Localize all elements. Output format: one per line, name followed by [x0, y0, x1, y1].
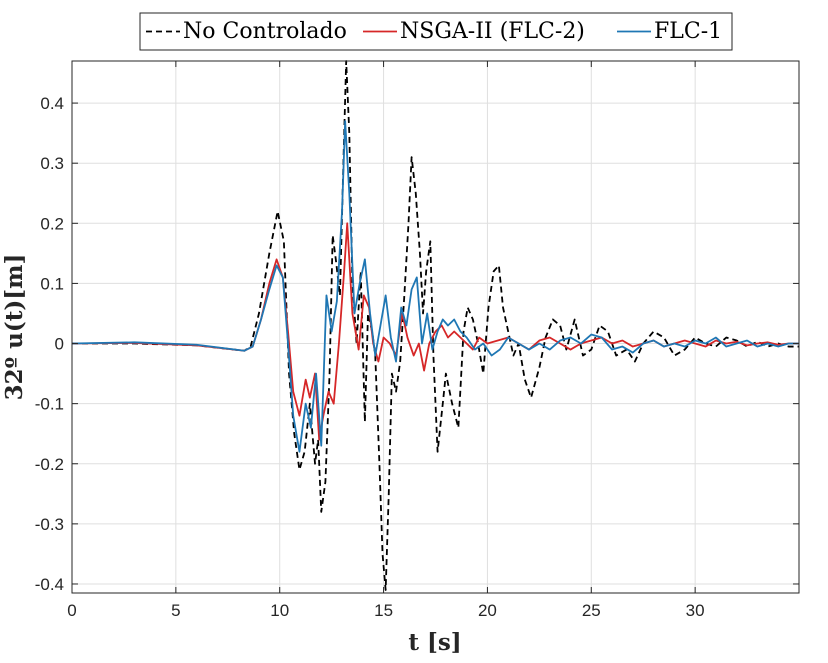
plot-frame	[71, 60, 800, 594]
series-line-flc-1	[71, 120, 799, 453]
x-axis-label: t [s]	[408, 629, 461, 656]
x-tick-label: 20	[478, 601, 497, 620]
x-tick-label: 25	[582, 601, 601, 620]
legend: No Controlado NSGA-II (FLC-2) FLC-1	[139, 12, 733, 51]
y-tick-label: 0.1	[40, 274, 64, 293]
legend-label-no-controlado: No Controlado	[183, 19, 347, 44]
series-line-no-controlado	[72, 60, 799, 591]
grid	[71, 61, 799, 593]
x-tick-label: 5	[171, 601, 180, 620]
y-tick-label: 0.4	[40, 94, 64, 113]
y-tick-label: -0.2	[35, 455, 64, 474]
y-tick-label: -0.4	[35, 575, 64, 594]
x-tick-label: 30	[686, 601, 705, 620]
legend-label-nsga-ii: NSGA-II (FLC-2)	[400, 19, 585, 44]
x-tick-label: 0	[67, 601, 76, 620]
y-tick-label: -0.1	[35, 395, 64, 414]
series-layer	[71, 60, 799, 591]
legend-label-flc-1: FLC-1	[654, 19, 722, 44]
y-tick-label: 0	[55, 335, 64, 354]
y-axis-label: 32º u(t)[m]	[1, 254, 28, 401]
x-tick-label: 10	[270, 601, 289, 620]
x-tick-label: 15	[374, 601, 393, 620]
y-tick-label: -0.3	[35, 515, 64, 534]
y-tick-label: 0.3	[40, 154, 64, 173]
y-tick-label: 0.2	[40, 214, 64, 233]
tick-labels: 0 5 10 15 20 25 30 -0.4 -0.3 -0.2 -0.1 0 0.1 0.2 0.3 0.…	[35, 61, 799, 620]
